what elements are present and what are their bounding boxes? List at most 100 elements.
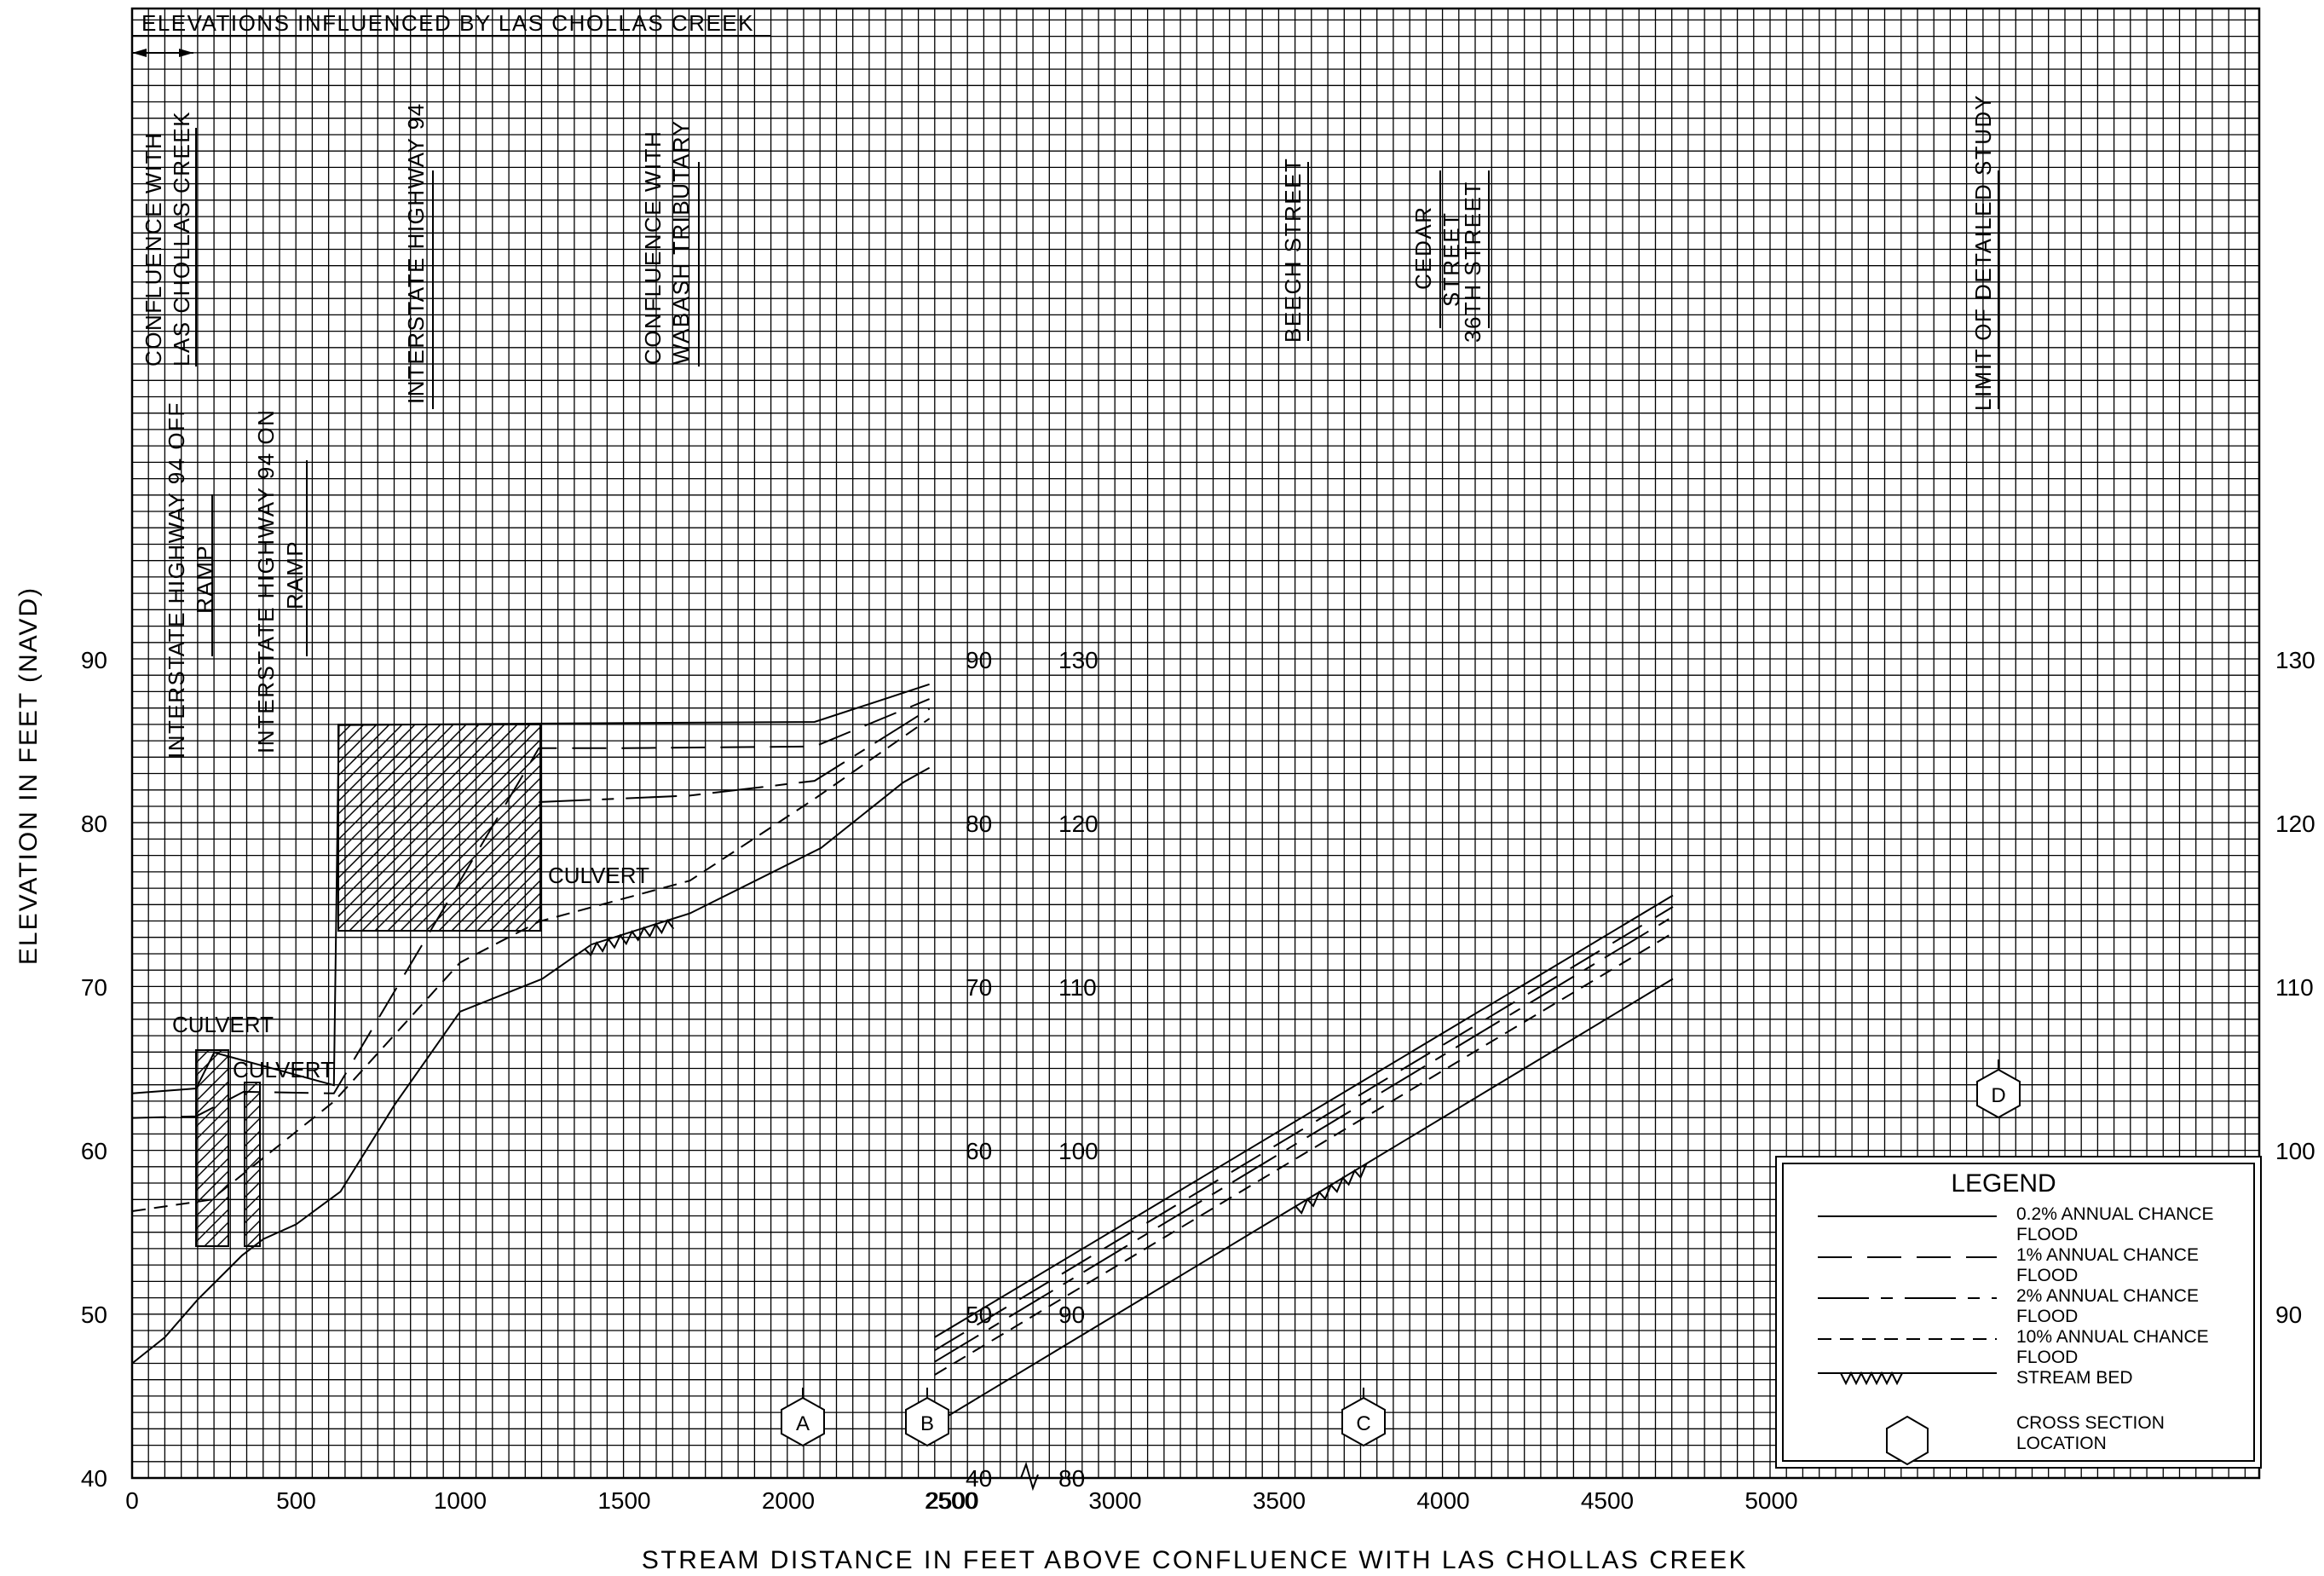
axis-break-symbol — [1020, 1461, 1039, 1492]
svg-text:D: D — [1991, 1084, 2005, 1107]
label-beech-street: BEECH STREET — [1280, 158, 1306, 343]
x-axis-label: STREAM DISTANCE IN FEET ABOVE CONFLUENCE… — [642, 1546, 1748, 1574]
right-series-1 — [934, 906, 1674, 1352]
left-series-3 — [131, 718, 931, 1212]
plot-border — [130, 7, 2261, 1480]
chart-title: ELEVATIONS INFLUENCED BY LAS CHOLLAS CRE… — [141, 10, 754, 36]
y-tick-right-130: 130 — [2275, 647, 2315, 673]
legend-label-4: 10% ANNUAL CHANCE — [2016, 1327, 2209, 1347]
label-interstate-highway-94: INTERSTATE HIGHWAY 94 — [403, 102, 429, 404]
label-ramp-2: RAMP — [282, 540, 308, 609]
label-ramp-1: RAMP — [192, 545, 217, 614]
y-tick-inner-left-70: 70 — [966, 974, 992, 1001]
y-tick-inner-left-60: 60 — [966, 1138, 992, 1164]
culvert-hatch-2-outline — [244, 1082, 261, 1247]
svg-text:B: B — [920, 1412, 934, 1435]
culvert-hatch-1-outline — [195, 1049, 229, 1247]
x-tick-right-2500: 2500 — [925, 1487, 977, 1514]
culvert-hatch-2 — [245, 1082, 260, 1246]
legend-label-3: 2% ANNUAL CHANCE — [2016, 1286, 2199, 1306]
highway-hatch-outline — [337, 724, 541, 932]
y-tick-left-90: 90 — [81, 647, 107, 673]
culvert-label-2: CULVERT — [233, 1057, 334, 1082]
left-streambed-hatch — [584, 918, 675, 957]
x-tick-right-3000: 3000 — [1088, 1487, 1141, 1514]
legend-label-3b: FLOOD — [2016, 1307, 2078, 1326]
x-tick-left-2500: 2500 — [926, 1487, 978, 1514]
right-streambed-hatch — [1295, 1163, 1368, 1215]
x-tick-left-2000: 2000 — [762, 1487, 815, 1514]
label-i94-on-ramp: INTERSTATE HIGHWAY 94 ON — [253, 409, 279, 753]
y-tick-inner-left-90: 90 — [966, 647, 992, 673]
cross-section-a: A — [781, 1388, 825, 1447]
culvert-hatching — [195, 724, 541, 1247]
y-axis-label: ELEVATION IN FEET (NAVD) — [14, 586, 43, 965]
label-36th-street: 36TH STREET — [1460, 181, 1485, 343]
left-series-4 — [131, 766, 931, 1365]
legend-label-4b: FLOOD — [2016, 1348, 2078, 1367]
x-tick-left-0: 0 — [125, 1487, 139, 1514]
x-tick-left-1500: 1500 — [597, 1487, 650, 1514]
culvert-label-3: CULVERT — [548, 863, 649, 888]
y-tick-inner-right-80: 80 — [1058, 1465, 1085, 1492]
svg-text:A: A — [796, 1412, 810, 1435]
left-series-0 — [131, 683, 930, 1094]
y-tick-right-120: 120 — [2275, 811, 2315, 837]
y-tick-inner-right-110: 110 — [1058, 974, 1097, 1001]
x-tick-left-500: 500 — [276, 1487, 316, 1514]
x-tick-right-4000: 4000 — [1416, 1487, 1469, 1514]
label-las-chollas-creek: LAS CHOLLAS CREEK — [169, 111, 194, 367]
culvert-label-1: CULVERT — [172, 1012, 274, 1037]
y-tick-left-50: 50 — [81, 1302, 107, 1328]
y-tick-right-90: 90 — [2275, 1302, 2302, 1328]
legend-label-2b: FLOOD — [2016, 1266, 2078, 1285]
y-tick-inner-right-120: 120 — [1058, 811, 1099, 837]
y-tick-inner-right-130: 130 — [1058, 647, 1099, 673]
y-tick-inner-right-90: 90 — [1058, 1302, 1085, 1328]
label-wabash-tributary: WABASH TRIBUTARY — [668, 120, 694, 365]
y-tick-right-110: 110 — [2275, 974, 2314, 1001]
left-series-2 — [539, 707, 931, 803]
right-panel-profiles — [934, 894, 1674, 1425]
legend-label-6b: LOCATION — [2016, 1434, 2107, 1453]
highway-hatch — [338, 724, 540, 931]
y-tick-inner-left-80: 80 — [966, 811, 992, 837]
legend-label-2: 1% ANNUAL CHANCE — [2016, 1245, 2199, 1265]
y-tick-left-80: 80 — [81, 811, 107, 837]
y-tick-inner-left-40: 40 — [966, 1465, 992, 1492]
culvert-hatch-1 — [196, 1050, 228, 1246]
x-tick-right-4500: 4500 — [1581, 1487, 1634, 1514]
x-tick-left-1000: 1000 — [434, 1487, 487, 1514]
extent-arrow — [132, 49, 193, 57]
legend-label-1: 0.2% ANNUAL CHANCE — [2016, 1204, 2213, 1224]
legend-title: LEGEND — [1951, 1169, 2056, 1198]
y-tick-left-40: 40 — [81, 1465, 107, 1492]
label-cedar: CEDAR — [1410, 205, 1436, 290]
x-tick-right-5000: 5000 — [1744, 1487, 1797, 1514]
cross-section-c: C — [1341, 1388, 1386, 1447]
right-series-3 — [934, 932, 1674, 1376]
y-tick-left-60: 60 — [81, 1138, 107, 1164]
right-series-2 — [934, 915, 1674, 1363]
label-street: STREET — [1439, 211, 1464, 307]
label-i94-off-ramp: INTERSTATE HIGHWAY 94 OFF — [164, 401, 189, 759]
cross-section-b: B — [905, 1388, 949, 1447]
legend-label-1b: FLOOD — [2016, 1225, 2078, 1244]
label-leaders — [195, 128, 1999, 656]
x-tick-right-3500: 3500 — [1253, 1487, 1306, 1514]
svg-text:C: C — [1356, 1412, 1370, 1435]
right-series-0 — [934, 894, 1674, 1338]
legend-label-6: CROSS SECTION — [2016, 1413, 2165, 1433]
y-tick-inner-left-50: 50 — [966, 1302, 992, 1328]
y-tick-inner-right-100: 100 — [1058, 1138, 1099, 1164]
chart-grid — [130, 7, 2261, 1480]
label-limit-of-detailed-study: LIMIT OF DETAILED STUDY — [1970, 94, 1996, 411]
label-confluence-with-2: CONFLUENCE WITH — [640, 130, 666, 365]
y-tick-left-70: 70 — [81, 974, 107, 1001]
y-tick-right-100: 100 — [2275, 1138, 2315, 1164]
cross-section-d: D — [1976, 1059, 2021, 1119]
right-series-4 — [934, 978, 1674, 1425]
legend: LEGEND 0.2% ANNUAL CHANCE FLOOD 1% ANNUA… — [1775, 1156, 2262, 1469]
legend-label-5: STREAM BED — [2016, 1368, 2133, 1388]
